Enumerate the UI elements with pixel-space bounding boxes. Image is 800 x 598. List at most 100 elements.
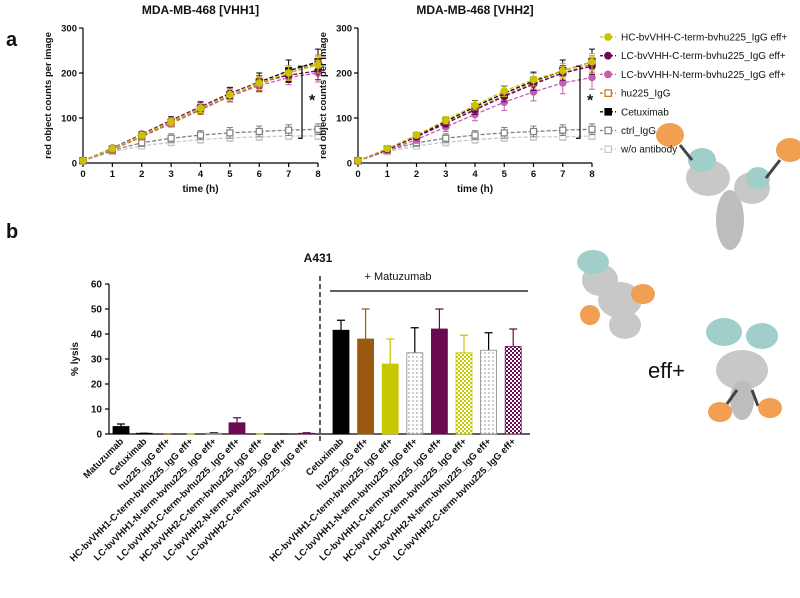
- x-tick-label: 8: [589, 169, 594, 180]
- y-tick-label: 10: [91, 405, 103, 416]
- x-axis-label: time (h): [457, 184, 493, 195]
- y-tick-label: 50: [91, 305, 103, 316]
- y-tick-label: 300: [336, 24, 352, 35]
- bar: [228, 422, 246, 435]
- marker: [255, 79, 264, 87]
- marker: [255, 127, 263, 136]
- marker: [79, 156, 87, 165]
- x-tick-label: 6: [257, 169, 262, 180]
- error-bar: [361, 308, 370, 339]
- marker: [196, 104, 205, 112]
- x-tick-label: 5: [227, 169, 233, 180]
- x-axis-label: time (h): [182, 184, 218, 195]
- error-bar: [460, 334, 468, 353]
- error-bar: [233, 417, 241, 423]
- legend-marker: [604, 70, 612, 79]
- bracket: [576, 65, 581, 139]
- marker: [558, 66, 567, 75]
- error-bar: [435, 308, 444, 329]
- marker: [529, 127, 538, 136]
- bar: [357, 338, 375, 435]
- marker: [167, 134, 175, 142]
- panel-label: b: [6, 221, 18, 243]
- x-tick-label: 8: [315, 169, 320, 180]
- x-tick-label: 2: [414, 169, 419, 180]
- bar: [480, 349, 498, 435]
- x-tick-label: 4: [472, 169, 478, 180]
- marker: [529, 75, 538, 84]
- marker: [137, 131, 146, 139]
- bracket: [298, 65, 303, 139]
- marker: [354, 156, 362, 165]
- marker: [314, 125, 322, 133]
- marker: [284, 69, 293, 77]
- x-tick-label: 6: [531, 169, 536, 180]
- marker: [138, 139, 146, 147]
- y-tick-label: 0: [72, 159, 77, 170]
- marker: [500, 87, 509, 95]
- marker: [471, 101, 479, 110]
- error-bar: [484, 332, 493, 351]
- bar: [298, 432, 316, 435]
- series: [354, 53, 596, 165]
- marker: [412, 131, 421, 139]
- y-tick-label: 20: [91, 380, 103, 391]
- marker: [226, 90, 234, 99]
- y-tick-label: 0: [347, 159, 352, 170]
- legend-marker: [604, 126, 613, 135]
- series: [79, 123, 322, 165]
- marker: [314, 61, 322, 69]
- y-axis-label: red object counts per image: [318, 32, 329, 159]
- series: [79, 56, 322, 165]
- bar: [455, 352, 473, 435]
- marker: [383, 144, 392, 153]
- x-tick-label: 0: [355, 169, 360, 180]
- series: [354, 123, 596, 165]
- error-bar: [337, 319, 345, 331]
- marker: [588, 57, 596, 66]
- y-tick-label: 40: [91, 330, 103, 341]
- bar: [381, 363, 399, 435]
- x-tick-label: 3: [168, 169, 173, 180]
- y-axis-label: red object counts per image: [43, 32, 54, 159]
- bar: [430, 328, 448, 435]
- x-tick-label: 7: [560, 169, 565, 180]
- marker: [442, 134, 450, 142]
- legend-marker: [604, 145, 613, 154]
- structure-label: eff+: [648, 358, 685, 383]
- legend-label: ctrl_IgG: [621, 126, 656, 137]
- bar: [332, 329, 350, 435]
- legend-label: LC-bvVHH-C-term-bvhu225_IgG eff+: [621, 51, 786, 62]
- legend-marker: [604, 33, 612, 41]
- group-label: + Matuzumab: [365, 271, 432, 283]
- marker: [167, 117, 175, 126]
- y-tick-label: 0: [96, 430, 102, 441]
- series-line: [82, 135, 318, 162]
- marker: [588, 73, 596, 82]
- bar: [406, 352, 424, 435]
- y-tick-label: 100: [336, 114, 352, 125]
- error-bar: [117, 423, 125, 427]
- x-tick-label: 1: [110, 169, 116, 180]
- marker: [500, 129, 508, 137]
- significance: *: [587, 92, 594, 109]
- significance: *: [309, 92, 316, 109]
- legend-marker: [604, 89, 613, 97]
- legend-marker: [604, 51, 612, 60]
- marker: [588, 125, 596, 133]
- chart-title: MDA-MB-468 [VHH2]: [416, 3, 533, 17]
- error-bar: [509, 328, 518, 347]
- x-tick-label: 0: [80, 169, 85, 180]
- y-tick-label: 200: [336, 69, 352, 80]
- legend-label: HC-bvVHH-C-term-bvhu225_IgG eff+: [621, 33, 787, 44]
- chart-title: A431: [304, 251, 333, 265]
- x-tick-label: 1: [385, 169, 391, 180]
- bar: [135, 432, 153, 435]
- marker: [196, 131, 205, 139]
- chart-title: MDA-MB-468 [VHH1]: [142, 3, 259, 17]
- x-tick-label: 3: [443, 169, 448, 180]
- bar: [112, 426, 130, 435]
- marker: [285, 126, 293, 134]
- marker: [108, 144, 117, 153]
